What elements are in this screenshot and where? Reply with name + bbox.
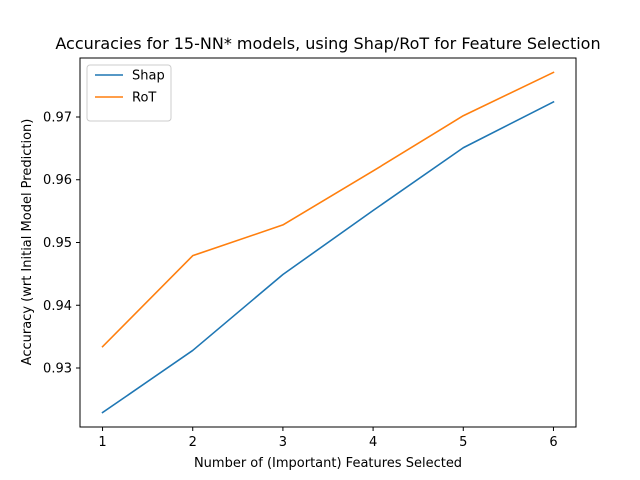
legend: Shap RoT xyxy=(86,64,172,122)
y-tick-label: 0.96 xyxy=(43,173,72,188)
x-tick-label: 1 xyxy=(98,435,106,450)
y-axis-title: Accuracy (wrt Initial Model Prediction) xyxy=(20,119,35,366)
y-tick-label: 0.97 xyxy=(43,110,72,125)
x-tick-label: 4 xyxy=(369,435,377,450)
chart-title: Accuracies for 15-NN* models, using Shap… xyxy=(55,34,600,53)
y-tick-label: 0.93 xyxy=(43,362,72,377)
legend-label-shap: Shap xyxy=(132,69,165,84)
series-line-shap xyxy=(101,100,555,414)
x-tick-label: 5 xyxy=(459,435,467,450)
x-tick-label: 6 xyxy=(549,435,557,450)
x-tick-label: 3 xyxy=(279,435,287,450)
y-tick-label: 0.95 xyxy=(43,236,72,251)
legend-box xyxy=(86,64,172,122)
y-tick-label: 0.94 xyxy=(43,299,72,314)
plot-area: 1 2 3 4 5 6 0.93 0.94 0.95 0.96 0.97 xyxy=(43,57,577,450)
series-line-rot xyxy=(101,71,555,348)
x-tick-label: 2 xyxy=(189,435,197,450)
legend-label-rot: RoT xyxy=(132,91,156,106)
x-axis-title: Number of (Important) Features Selected xyxy=(194,456,462,471)
